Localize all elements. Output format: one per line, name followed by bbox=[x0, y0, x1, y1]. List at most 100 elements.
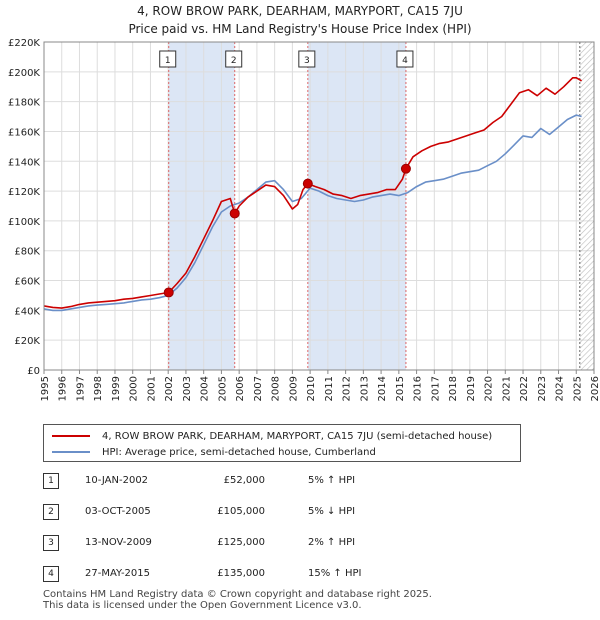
x-tick-label: 2005 bbox=[217, 376, 228, 401]
sale-date: 03-OCT-2005 bbox=[85, 506, 151, 517]
price-chart: 1 2 3 4 £0 £20K £40K £60K £80K £100K £120K £140K £1… bbox=[8, 38, 600, 401]
x-tick-label: 2013 bbox=[359, 376, 370, 401]
x-tick-label: 2006 bbox=[235, 376, 246, 401]
x-tick-label: 1997 bbox=[75, 376, 86, 401]
legend-price-label: 4, ROW BROW PARK, DEARHAM, MARYPORT, CA1… bbox=[102, 430, 493, 442]
x-tick-label: 2011 bbox=[324, 376, 335, 401]
sale-marker-box bbox=[225, 50, 243, 68]
x-tick-label: 2010 bbox=[306, 376, 317, 401]
x-tick-label: 2026 bbox=[590, 376, 600, 401]
sale-date: 10-JAN-2002 bbox=[85, 475, 149, 486]
y-tick-label: £220K bbox=[8, 38, 40, 49]
sale-marker-label: 2 bbox=[231, 56, 237, 66]
sale-hpi-diff: 15% ↑ HPI bbox=[308, 568, 362, 579]
sale-date: 27-MAY-2015 bbox=[85, 568, 151, 579]
x-axis: 1995 1996 1997 1998 1999 2000 2001 2002 2003 2004… bbox=[40, 370, 600, 401]
sale-points bbox=[163, 163, 411, 298]
x-tick-label: 2007 bbox=[253, 376, 264, 401]
y-tick-label: £100K bbox=[8, 217, 40, 228]
hpi-line-swatch bbox=[52, 451, 90, 453]
sale-price: £125,000 bbox=[217, 537, 265, 548]
sale-marker-box bbox=[159, 50, 177, 68]
sale-price: £135,000 bbox=[217, 568, 265, 579]
title-line-1: 4, ROW BROW PARK, DEARHAM, MARYPORT, CA1… bbox=[137, 4, 463, 18]
title-line-2: Price paid vs. HM Land Registry's House … bbox=[128, 22, 472, 36]
legend: 4, ROW BROW PARK, DEARHAM, MARYPORT, CA1… bbox=[43, 424, 521, 462]
sale-period-band bbox=[168, 42, 235, 370]
sale-number-badge: 1 bbox=[43, 473, 59, 489]
sale-row: 1 10-JAN-2002 £52,000 5% ↑ HPI bbox=[43, 473, 583, 491]
sale-number-badge: 2 bbox=[43, 504, 59, 520]
x-tick-label: 2021 bbox=[501, 376, 512, 401]
sale-marker-boxes: 1 2 3 4 bbox=[159, 50, 414, 68]
y-tick-label: £160K bbox=[8, 127, 40, 138]
sale-marker-label: 4 bbox=[402, 56, 408, 66]
x-tick-label: 2022 bbox=[519, 376, 530, 401]
sale-price: £105,000 bbox=[217, 506, 265, 517]
sale-marker-label: 3 bbox=[304, 56, 310, 66]
x-tick-label: 2008 bbox=[271, 376, 282, 401]
x-tick-label: 2004 bbox=[200, 376, 211, 401]
sale-point bbox=[400, 163, 411, 174]
hpi-line bbox=[43, 114, 582, 312]
sale-hpi-diff: 5% ↓ HPI bbox=[308, 506, 356, 517]
legend-item-price: 4, ROW BROW PARK, DEARHAM, MARYPORT, CA1… bbox=[52, 428, 492, 444]
sale-marker-lines bbox=[168, 42, 407, 370]
y-tick-label: £80K bbox=[14, 247, 40, 258]
sale-row: 4 27-MAY-2015 £135,000 15% ↑ HPI bbox=[43, 566, 583, 584]
x-tick-label: 1996 bbox=[58, 376, 69, 401]
y-tick-label: £140K bbox=[8, 157, 40, 168]
y-tick-label: £40K bbox=[14, 306, 40, 317]
x-tick-label: 2002 bbox=[164, 376, 175, 401]
x-tick-label: 2025 bbox=[572, 376, 583, 401]
y-tick-label: £200K bbox=[8, 68, 40, 79]
x-tick-label: 1998 bbox=[93, 376, 104, 401]
sale-hpi-diff: 5% ↑ HPI bbox=[308, 475, 356, 486]
sale-point bbox=[302, 178, 313, 189]
sale-period-bands bbox=[168, 42, 406, 370]
legend-item-hpi: HPI: Average price, semi-detached house,… bbox=[52, 444, 376, 460]
y-axis: £0 £20K £40K £60K £80K £100K £120K £140K £160K £1… bbox=[8, 38, 40, 377]
x-tick-label: 2003 bbox=[182, 376, 193, 401]
x-tick-label: 2014 bbox=[377, 376, 388, 401]
footer-line-2: This data is licensed under the Open Gov… bbox=[43, 600, 362, 611]
sale-point bbox=[163, 287, 174, 298]
sale-marker-box bbox=[396, 50, 414, 68]
sale-hpi-diff: 2% ↑ HPI bbox=[308, 537, 356, 548]
y-tick-label: £20K bbox=[14, 336, 40, 347]
x-tick-label: 2000 bbox=[129, 376, 140, 401]
y-tick-label: £0 bbox=[27, 366, 40, 377]
x-tick-label: 2017 bbox=[430, 376, 441, 401]
footer-attribution: Contains HM Land Registry data © Crown c… bbox=[43, 589, 432, 611]
sale-period-band bbox=[307, 42, 406, 370]
sale-number-badge: 3 bbox=[43, 535, 59, 551]
x-tick-label: 2019 bbox=[466, 376, 477, 401]
chart-title: 4, ROW BROW PARK, DEARHAM, MARYPORT, CA1… bbox=[0, 2, 600, 38]
x-tick-label: 2009 bbox=[288, 376, 299, 401]
plot-frame bbox=[43, 41, 595, 371]
x-tick-label: 2001 bbox=[146, 376, 157, 401]
legend-hpi-label: HPI: Average price, semi-detached house,… bbox=[102, 446, 376, 458]
price-line-swatch bbox=[52, 435, 90, 437]
forecast-region bbox=[579, 42, 594, 370]
sale-point bbox=[229, 208, 240, 219]
sale-date: 13-NOV-2009 bbox=[85, 537, 152, 548]
forecast-hatch bbox=[579, 42, 594, 370]
x-tick-label: 2020 bbox=[484, 376, 495, 401]
x-tick-label: 2023 bbox=[537, 376, 548, 401]
sale-price: £52,000 bbox=[223, 475, 265, 486]
y-tick-label: £120K bbox=[8, 187, 40, 198]
sale-number-badge: 4 bbox=[43, 566, 59, 582]
x-tick-label: 2012 bbox=[342, 376, 353, 401]
x-tick-label: 2015 bbox=[395, 376, 406, 401]
sale-marker-box bbox=[298, 50, 316, 68]
x-tick-label: 2024 bbox=[555, 376, 566, 401]
x-tick-label: 2018 bbox=[448, 376, 459, 401]
x-tick-label: 1995 bbox=[40, 376, 51, 401]
sale-row: 3 13-NOV-2009 £125,000 2% ↑ HPI bbox=[43, 535, 583, 553]
footer-line-1: Contains HM Land Registry data © Crown c… bbox=[43, 589, 432, 600]
x-tick-label: 1999 bbox=[111, 376, 122, 401]
y-tick-label: £60K bbox=[14, 277, 40, 288]
x-tick-label: 2016 bbox=[413, 376, 424, 401]
y-tick-label: £180K bbox=[8, 98, 40, 109]
